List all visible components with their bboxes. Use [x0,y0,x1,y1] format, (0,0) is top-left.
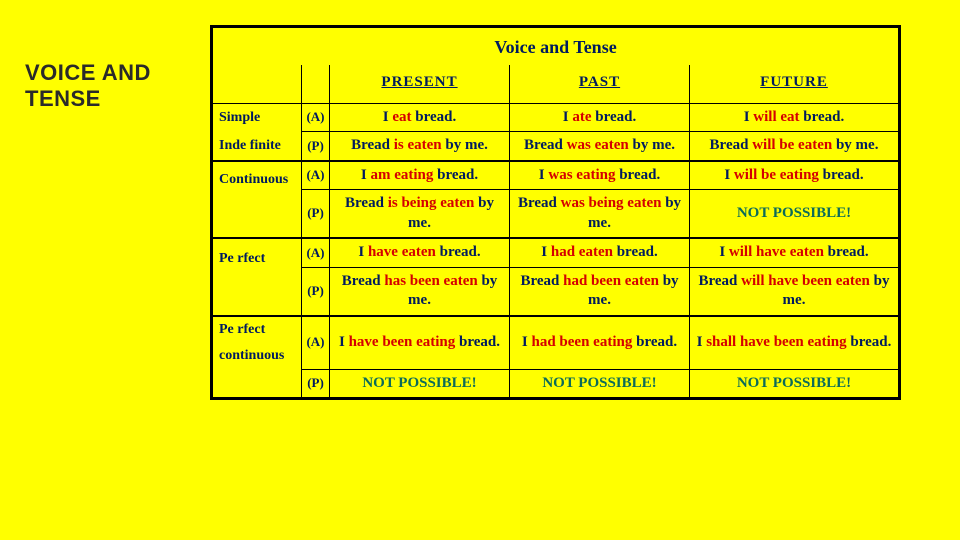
side-title: VOICE AND TENSE [0,0,210,540]
row-simple-label1: Simple [212,103,302,132]
cell-perf-p-future: Bread will have been eaten by me. [690,267,900,316]
table-container: Voice and Tense PRESENT PAST FUTURE Simp… [210,0,926,540]
cell-cont-p-past: Bread was being eaten by me. [510,190,690,239]
voice-p: (P) [302,267,330,316]
cell-cont-a-past: I was eating bread. [510,161,690,190]
table-title: Voice and Tense [212,27,900,66]
row-perfcont-label2: continuous [212,343,302,369]
header-blank-2 [302,65,330,103]
cell-simple-p-past: Bread was eaten by me. [510,132,690,161]
row-perfcont-label1: Pe rfect [212,316,302,343]
voice-a: (A) [302,161,330,190]
row-perfcont-blank [212,369,302,399]
cell-perf-a-future: I will have eaten bread. [690,238,900,267]
header-present: PRESENT [330,65,510,103]
cell-simple-a-present: I eat bread. [330,103,510,132]
cell-simple-a-future: I will eat bread. [690,103,900,132]
cell-simple-a-past: I ate bread. [510,103,690,132]
header-past: PAST [510,65,690,103]
header-future: FUTURE [690,65,900,103]
cell-pc-p-past: NOT POSSIBLE! [510,369,690,399]
cell-cont-p-present: Bread is being eaten by me. [330,190,510,239]
voice-p: (P) [302,190,330,239]
cell-pc-p-present: NOT POSSIBLE! [330,369,510,399]
header-blank-1 [212,65,302,103]
cell-pc-a-future: I shall have been eating bread. [690,316,900,369]
cell-cont-p-future: NOT POSSIBLE! [690,190,900,239]
cell-perf-p-present: Bread has been eaten by me. [330,267,510,316]
row-perfect-label: Pe rfect [212,238,302,316]
cell-cont-a-present: I am eating bread. [330,161,510,190]
voice-a: (A) [302,103,330,132]
voice-p: (P) [302,369,330,399]
cell-perf-p-past: Bread had been eaten by me. [510,267,690,316]
cell-cont-a-future: I will be eating bread. [690,161,900,190]
row-continuous-label: Continuous [212,161,302,239]
voice-tense-table: Voice and Tense PRESENT PAST FUTURE Simp… [210,25,901,400]
cell-simple-p-future: Bread will be eaten by me. [690,132,900,161]
cell-pc-a-past: I had been eating bread. [510,316,690,369]
cell-pc-p-future: NOT POSSIBLE! [690,369,900,399]
voice-a: (A) [302,238,330,267]
cell-perf-a-past: I had eaten bread. [510,238,690,267]
cell-perf-a-present: I have eaten bread. [330,238,510,267]
cell-simple-p-present: Bread is eaten by me. [330,132,510,161]
cell-pc-a-present: I have been eating bread. [330,316,510,369]
row-simple-label2: Inde finite [212,132,302,161]
voice-a: (A) [302,316,330,369]
voice-p: (P) [302,132,330,161]
